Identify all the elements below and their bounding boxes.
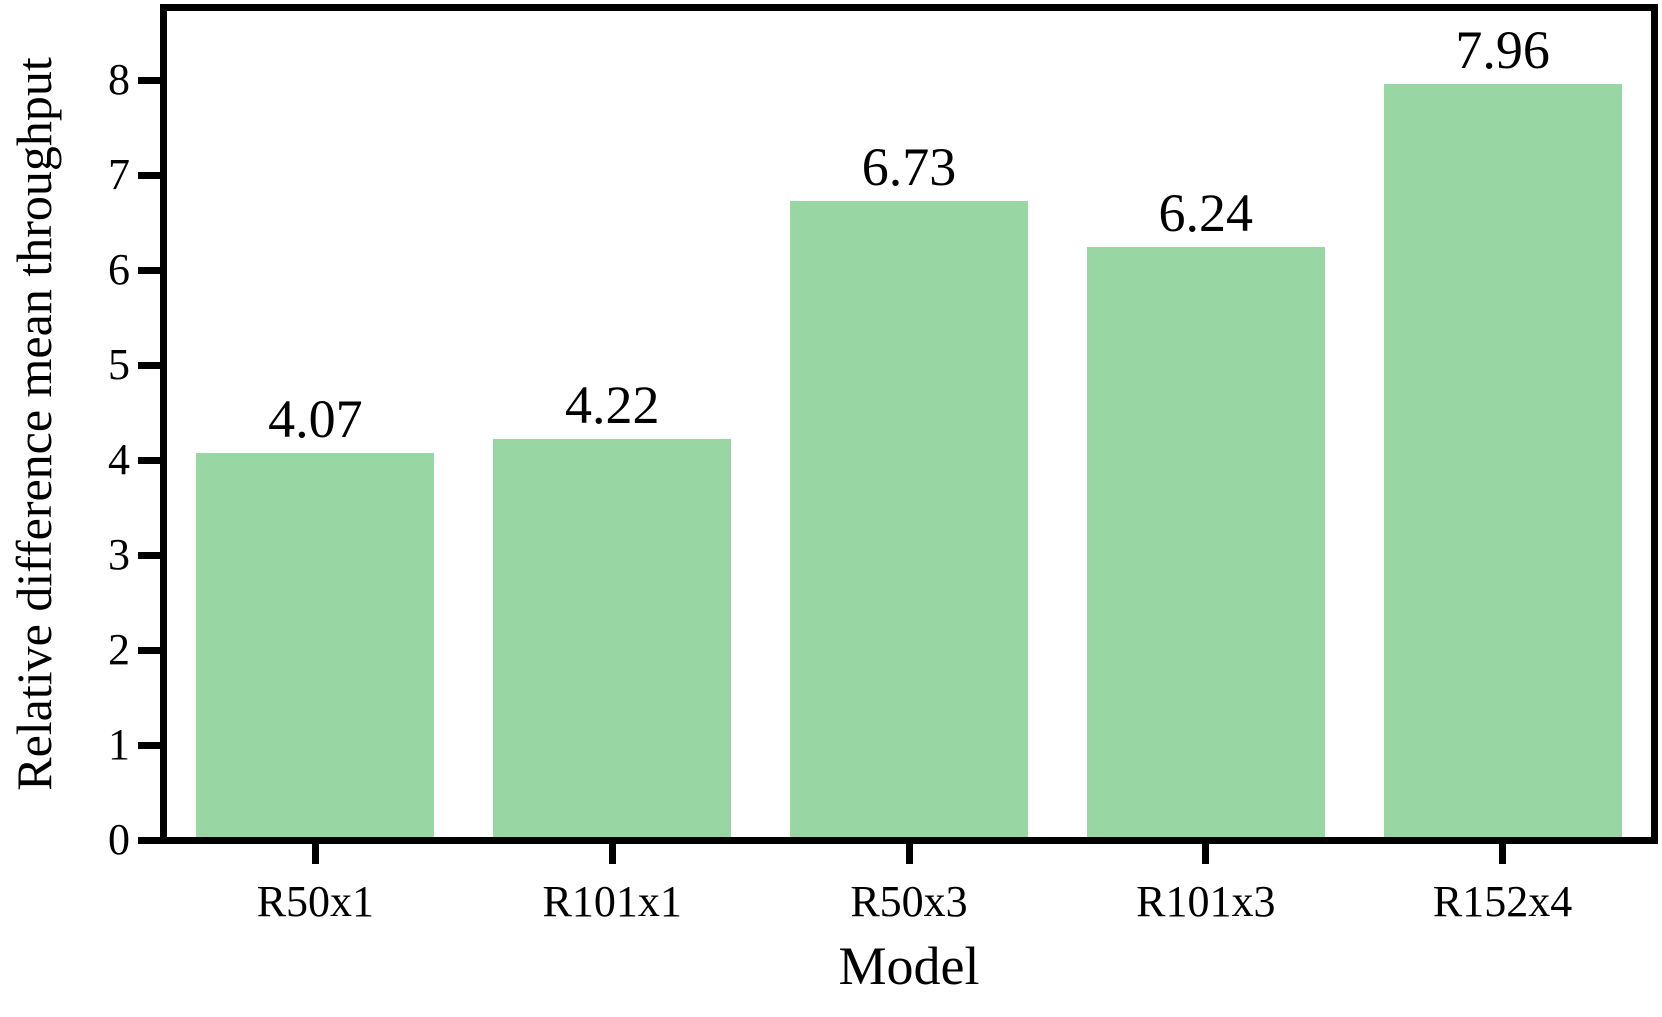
x-tick-label: R50x3 — [850, 877, 968, 926]
y-tick-label: 5 — [108, 340, 130, 389]
y-tick-mark — [138, 76, 160, 84]
plot-area — [160, 4, 1658, 844]
bar — [196, 453, 435, 837]
bar — [790, 200, 1028, 837]
bar-value-label: 7.96 — [1455, 19, 1550, 80]
bar-value-label: 6.73 — [861, 136, 957, 197]
y-tick-label: 1 — [108, 720, 130, 769]
bar — [1086, 247, 1325, 837]
y-tick-label: 4 — [108, 435, 130, 484]
y-tick-mark — [138, 456, 160, 464]
bar — [1383, 83, 1622, 837]
x-tick-label: R50x1 — [256, 877, 375, 926]
x-tick-mark — [311, 844, 319, 864]
plot-inner-area — [167, 11, 1651, 837]
y-tick-mark — [138, 171, 160, 179]
y-tick-mark — [138, 836, 160, 844]
x-tick-mark — [608, 844, 616, 864]
y-tick-mark — [138, 646, 160, 654]
bar-value-label: 4.22 — [564, 375, 660, 436]
x-tick-label: R152x4 — [1432, 877, 1573, 926]
x-tick-mark — [1499, 844, 1507, 864]
x-tick-mark — [905, 844, 913, 864]
y-tick-mark — [138, 551, 160, 559]
y-tick-mark — [138, 361, 160, 369]
x-tick-mark — [1202, 844, 1210, 864]
y-tick-label: 6 — [108, 245, 130, 294]
x-tick-label: R101x1 — [542, 877, 682, 926]
y-tick-mark — [138, 741, 160, 749]
y-tick-label: 3 — [108, 530, 130, 579]
bar-value-label: 6.24 — [1158, 183, 1254, 244]
y-tick-label: 8 — [108, 55, 130, 104]
y-tick-mark — [138, 266, 160, 274]
y-tick-label: 0 — [108, 815, 130, 864]
y-tick-label: 2 — [108, 625, 130, 674]
x-tick-label: R101x3 — [1136, 877, 1276, 926]
bar-value-label: 4.07 — [268, 389, 363, 450]
y-tick-label: 7 — [108, 150, 130, 199]
bar — [493, 439, 732, 837]
x-axis-label: Model — [838, 936, 980, 996]
